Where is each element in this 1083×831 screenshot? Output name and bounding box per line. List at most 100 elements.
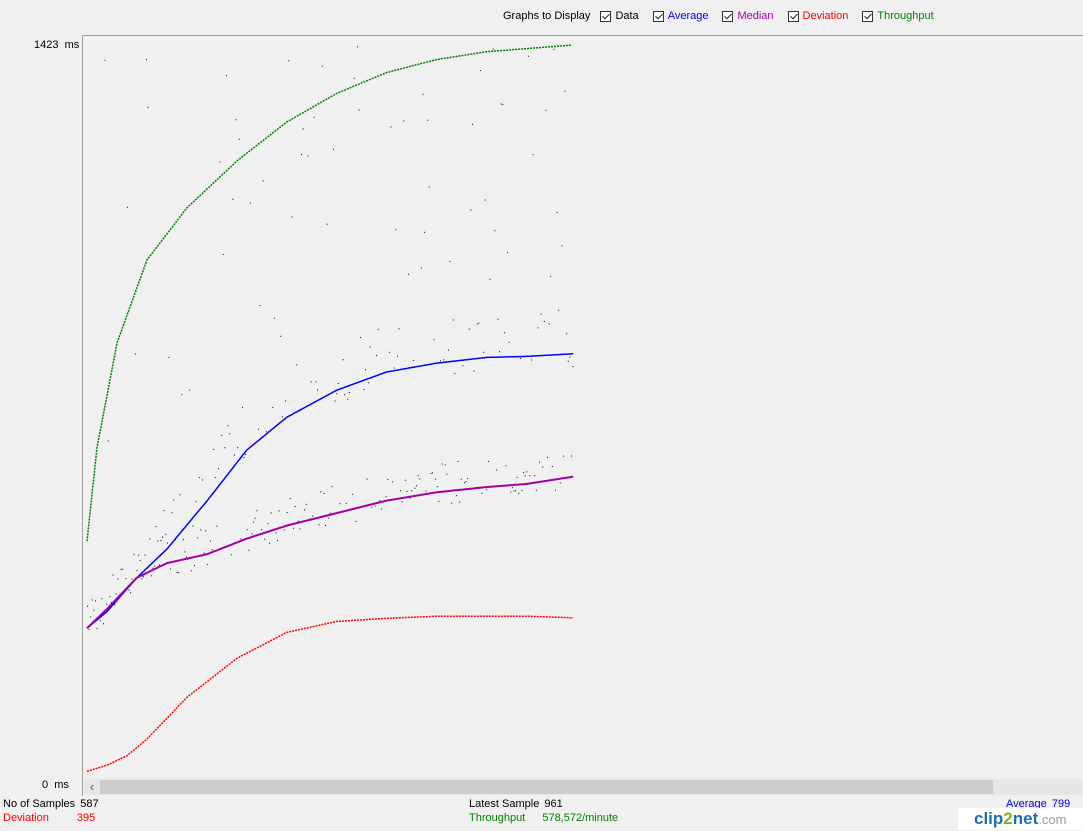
data-point	[307, 155, 309, 157]
data-point	[229, 433, 231, 435]
data-point	[205, 530, 207, 532]
deviation-stat: Deviation 395	[3, 812, 95, 824]
data-point	[131, 578, 133, 580]
data-point	[543, 320, 545, 322]
data-point	[144, 554, 146, 556]
checkbox-deviation-option[interactable]: Deviation	[787, 10, 848, 22]
latest-sample-value: 961	[544, 798, 563, 810]
checkbox-throughput-option[interactable]: Throughput	[862, 10, 934, 22]
data-point	[451, 502, 453, 504]
data-point	[125, 578, 127, 580]
data-point	[158, 564, 160, 566]
graphs-to-display-bar: Graphs to Display Data Average Median De…	[503, 7, 948, 25]
checkbox-data-option[interactable]: Data	[600, 10, 639, 22]
data-point	[523, 472, 525, 474]
data-point	[532, 154, 534, 156]
latest-sample-stat: Latest Sample 961	[469, 798, 563, 810]
data-point	[90, 616, 92, 618]
data-point	[387, 478, 389, 480]
data-point	[380, 508, 382, 510]
data-point	[104, 59, 106, 61]
data-point	[302, 128, 304, 130]
data-point	[492, 48, 494, 50]
data-point	[537, 327, 539, 329]
data-point	[446, 473, 448, 475]
data-point	[556, 211, 558, 213]
scrollbar-thumb[interactable]	[100, 780, 993, 794]
data-point	[363, 389, 365, 391]
median-series-line	[86, 475, 574, 629]
data-point	[334, 400, 336, 402]
data-point	[283, 529, 285, 531]
data-point	[433, 339, 435, 341]
data-point	[393, 367, 395, 369]
checkbox-data[interactable]	[600, 10, 612, 22]
data-point	[459, 501, 461, 503]
data-point	[559, 482, 561, 484]
data-point	[184, 551, 186, 553]
data-point	[202, 479, 204, 481]
data-point	[138, 554, 140, 556]
data-point	[326, 223, 328, 225]
data-point	[139, 560, 141, 562]
data-point	[251, 533, 253, 535]
data-point	[467, 478, 469, 480]
data-point	[558, 309, 560, 311]
data-point	[198, 477, 200, 479]
data-point	[572, 366, 574, 368]
data-point	[398, 328, 400, 330]
data-point	[411, 490, 413, 492]
data-point	[291, 216, 293, 218]
data-point	[87, 605, 88, 607]
y-axis-max-label: 1423 ms	[34, 39, 80, 51]
data-point	[436, 486, 438, 488]
data-point	[99, 620, 101, 622]
data-point	[126, 206, 128, 208]
checkbox-throughput[interactable]	[862, 10, 874, 22]
data-point	[468, 328, 470, 330]
data-point	[209, 540, 211, 542]
data-point	[513, 490, 515, 492]
data-point	[457, 460, 459, 462]
checkbox-average[interactable]	[652, 10, 664, 22]
data-point	[481, 492, 483, 494]
data-point	[141, 578, 143, 580]
average-label: Average	[1006, 798, 1047, 810]
data-point	[486, 489, 488, 491]
checkbox-average-option[interactable]: Average	[652, 10, 708, 22]
scroll-left-arrow-icon[interactable]: ‹	[89, 779, 95, 794]
checkbox-median[interactable]	[722, 10, 734, 22]
data-point	[179, 494, 181, 496]
data-point	[428, 186, 430, 188]
data-point	[547, 456, 549, 458]
data-point	[422, 93, 424, 95]
data-point	[356, 46, 358, 48]
data-point	[462, 365, 464, 367]
samples-stat: No of Samples 587	[3, 798, 99, 810]
data-point	[476, 323, 478, 325]
horizontal-scrollbar[interactable]: ‹	[84, 779, 1082, 795]
data-point	[342, 359, 344, 361]
data-point	[484, 199, 486, 201]
data-point	[529, 475, 531, 477]
data-point	[366, 478, 368, 480]
data-point	[237, 447, 239, 449]
data-point	[569, 356, 571, 358]
checkbox-deviation[interactable]	[787, 10, 799, 22]
checkbox-median-option[interactable]: Median	[722, 10, 774, 22]
data-point	[117, 578, 119, 580]
data-point	[178, 572, 180, 574]
data-point	[539, 461, 541, 463]
data-point	[321, 65, 323, 67]
data-point	[400, 490, 402, 492]
data-point	[299, 528, 301, 530]
data-point	[203, 552, 205, 554]
data-point	[170, 568, 172, 570]
data-point	[368, 382, 370, 384]
checkbox-data-label: Data	[615, 10, 639, 22]
deviation-series-line	[86, 615, 574, 773]
data-point	[286, 511, 288, 513]
data-point	[272, 407, 274, 409]
data-point	[497, 318, 499, 320]
data-point	[470, 209, 472, 211]
